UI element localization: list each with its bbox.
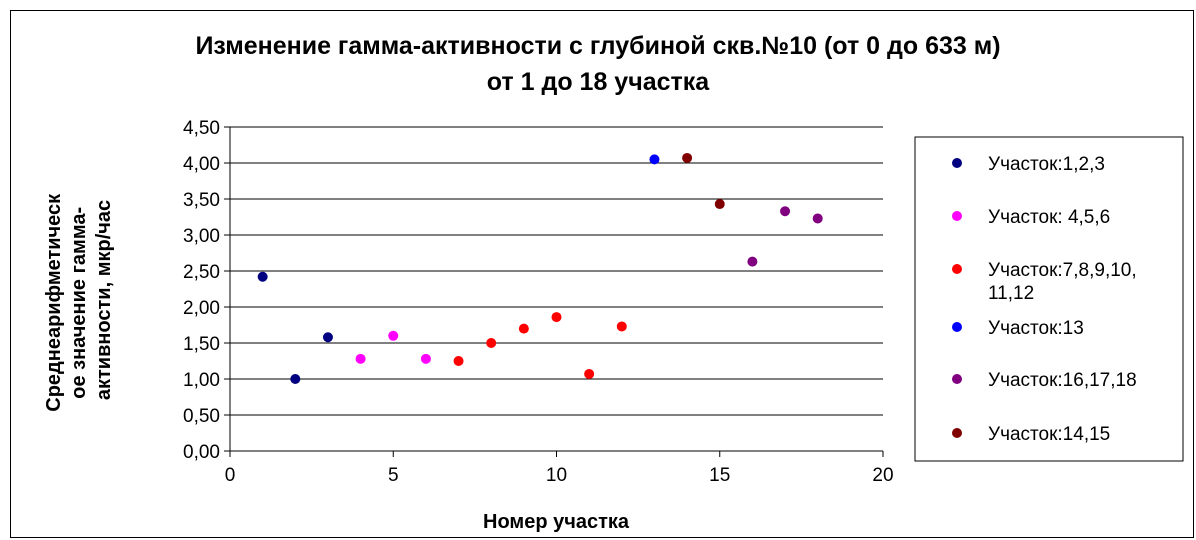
gridlines	[230, 126, 883, 416]
x-axis-title: Номер участка	[483, 511, 630, 533]
data-point-series-3	[584, 368, 595, 379]
y-tick-label: 4,50	[183, 118, 220, 139]
legend-entry-series-3: Участок:7,8,9,10, 11,12	[988, 260, 1137, 304]
chart-title: Изменение гамма-активности с глубиной ск…	[0, 28, 1196, 100]
legend-entry-line: Участок:7,8,9,10,	[988, 260, 1137, 281]
y-tick-label: 1,00	[183, 370, 220, 391]
legend-entry-line: Участок:1,2,3	[988, 154, 1105, 175]
legend-marker-series-1	[952, 158, 962, 168]
y-tick-label: 2,50	[183, 262, 220, 283]
y-tick-label: 3,50	[183, 190, 220, 211]
data-point-series-6	[682, 152, 693, 163]
legend-marker-series-6	[952, 428, 962, 438]
y-tick-label: 4,00	[183, 154, 220, 175]
legend-marker-series-4	[952, 322, 962, 332]
legend-marker-series-2	[952, 211, 962, 221]
legend-box	[914, 136, 1184, 462]
data-point-series-3	[518, 323, 529, 334]
data-point-series-2	[388, 330, 399, 341]
data-point-series-3	[616, 321, 627, 332]
legend-marker-series-3	[952, 264, 962, 274]
y-axis-title: Среднеарифметическ ое значение гамма- ак…	[43, 188, 115, 411]
y-axis-title-line-3: активности, мкр/час	[93, 200, 115, 400]
y-tick-label: 2,00	[183, 298, 220, 319]
data-point-series-2	[420, 353, 431, 364]
legend-entry-line: Участок:14,15	[988, 424, 1110, 445]
legend-marker-series-5	[952, 374, 962, 384]
data-point-series-1	[290, 374, 301, 384]
data-point-series-4	[649, 154, 660, 165]
y-tick-labels: 0,00 0,50 1,00 1,50 2,00 2,50 3,00 3,50 4,00 4,50	[183, 118, 220, 463]
legend-entry-series-2: Участок: 4,5,6	[988, 207, 1110, 228]
y-axis-title-line-2: ое значение гамма-	[68, 207, 90, 399]
y-tick-label: 0,50	[183, 406, 220, 427]
x-tick-label: 5	[388, 465, 399, 486]
legend-entry-line: Участок:16,17,18	[988, 370, 1137, 391]
data-point-series-6	[714, 199, 725, 210]
legend-entry-line: Участок: 4,5,6	[988, 207, 1110, 228]
legend-entry-series-1: Участок:1,2,3	[988, 154, 1105, 175]
y-axis-title-line-1: Среднеарифметическ	[43, 193, 65, 412]
legend-entry-series-4: Участок:13	[988, 318, 1084, 339]
data-point-series-5	[812, 213, 823, 224]
legend-entry-line: Участок:13	[988, 318, 1084, 339]
x-tick-label: 10	[546, 465, 567, 486]
x-tick-label: 0	[225, 465, 236, 486]
data-points	[257, 152, 823, 384]
data-point-series-1	[257, 271, 268, 282]
data-point-series-5	[780, 206, 791, 217]
x-tick-label: 15	[709, 465, 730, 486]
chart-title-line-1: Изменение гамма-активности с глубиной ск…	[195, 32, 1001, 60]
y-tick-label: 0,00	[183, 442, 220, 463]
x-tick-label: 20	[872, 465, 893, 486]
x-tick-labels: 0 5 10 15 20	[225, 465, 894, 486]
y-tick-label: 1,50	[183, 334, 220, 355]
data-point-series-3	[486, 338, 497, 348]
legend: Участок:1,2,3 Участок: 4,5,6 Участок:7,8,9…	[952, 154, 1137, 445]
legend-entry-line: 11,12	[988, 283, 1034, 304]
y-tick-label: 3,00	[183, 226, 220, 247]
data-point-series-3	[551, 312, 562, 323]
data-point-series-1	[322, 332, 333, 343]
legend-entry-series-6: Участок:14,15	[988, 424, 1110, 445]
data-point-series-5	[747, 256, 758, 267]
data-point-series-2	[355, 353, 366, 364]
legend-entry-series-5: Участок:16,17,18	[988, 370, 1137, 391]
data-point-series-3	[453, 356, 464, 366]
chart-title-line-2: от 1 до 18 участка	[486, 68, 710, 96]
axes	[224, 126, 884, 457]
